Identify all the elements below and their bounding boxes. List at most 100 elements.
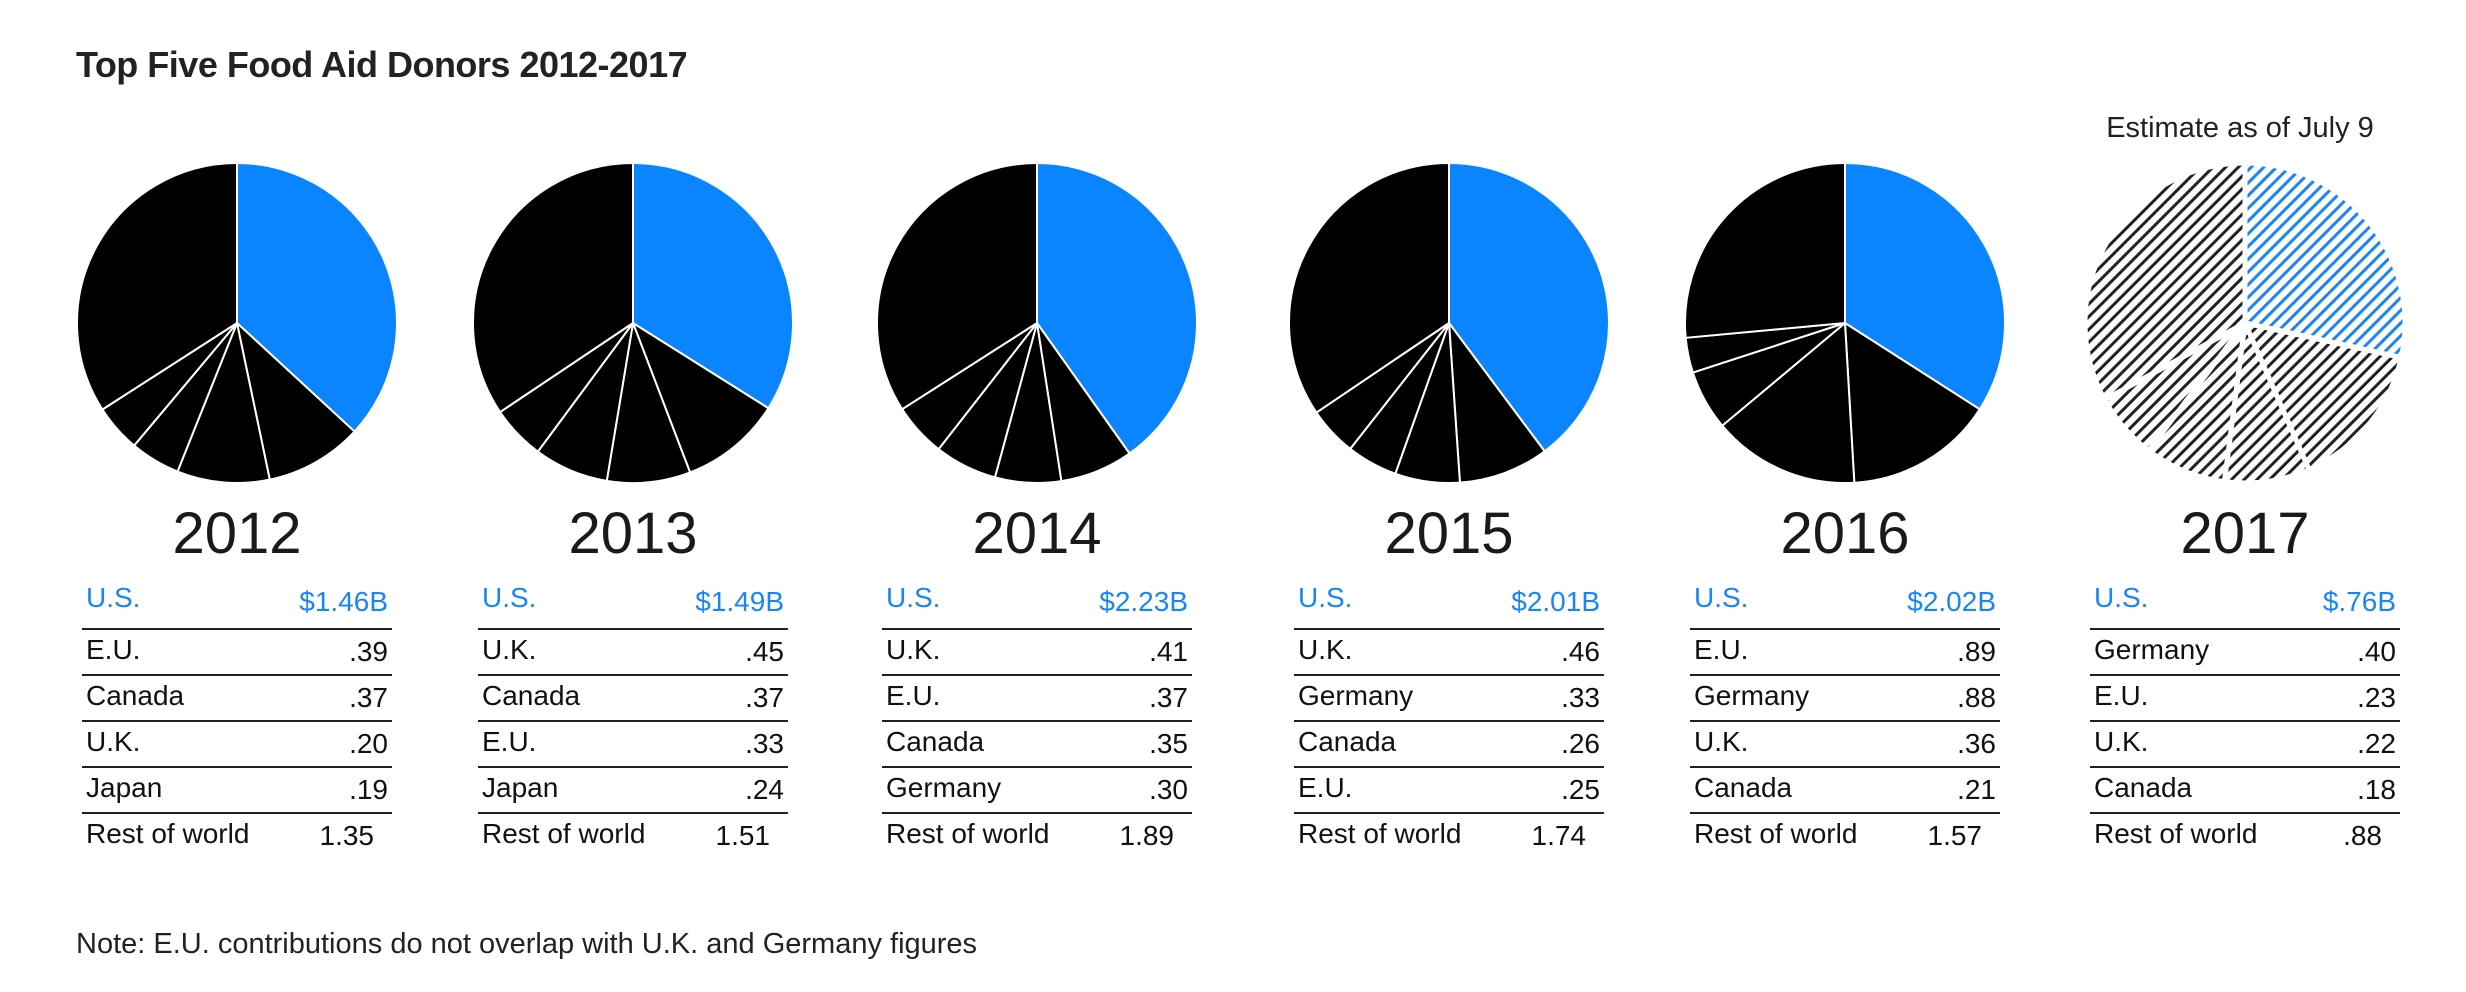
donor-label: U.K. (482, 634, 537, 665)
slice-us (1448, 162, 1610, 453)
donor-label: U.K. (1298, 634, 1353, 665)
table-row: Rest of world 1.51 (478, 812, 788, 858)
table-row: Canada .35 (882, 720, 1192, 766)
donor-label: U.S. (482, 582, 537, 613)
slice-3 (176, 322, 271, 484)
slice-3 (605, 322, 692, 484)
slice-rest-of-world (2082, 160, 2248, 403)
donor-label: E.U. (1694, 634, 1749, 665)
slice-us (236, 162, 398, 433)
chart-title: Top Five Food Aid Donors 2012-2017 (76, 44, 688, 85)
donor-label: E.U. (886, 680, 941, 711)
table-row: Rest of world 1.74 (1294, 812, 1604, 858)
table-row: U.K. .46 (1294, 628, 1604, 674)
donor-value: .88 (1957, 682, 1996, 713)
donor-value: .30 (1149, 774, 1188, 805)
year-label: 2014 (972, 501, 1102, 566)
table-row: U.S. $.76B (2090, 582, 2400, 628)
donor-value: .24 (745, 774, 784, 805)
donor-value: .25 (1561, 774, 1600, 805)
year-label: 2013 (568, 501, 698, 566)
donor-value: .37 (745, 682, 784, 713)
pie-chart (2082, 160, 2408, 486)
donor-value: .18 (2357, 774, 2396, 805)
panel-2016: 2016 U.S. $2.02B E.U. .89 Germany .88 U.K. .36 C… (1680, 150, 2010, 851)
slice-us (1036, 162, 1198, 455)
donor-table: U.S. $1.49B U.K. .45 Canada .37 E.U. .33 Japan .2… (478, 582, 788, 858)
table-row: E.U. .25 (1294, 766, 1604, 812)
pie-chart (1288, 162, 1610, 484)
donor-value: .20 (349, 728, 388, 759)
donor-value: 1.74 (1531, 820, 1587, 851)
table-row: Rest of world 1.35 (82, 812, 392, 858)
donor-value: .33 (745, 728, 784, 759)
donor-label: E.U. (2094, 680, 2149, 711)
donor-label: E.U. (86, 634, 141, 665)
table-row: Canada .37 (82, 674, 392, 720)
donor-label: Rest of world (886, 818, 1050, 849)
slice-rest-of-world (76, 162, 238, 411)
donor-table: U.S. $1.46B E.U. .39 Canada .37 U.K. .20 Japan .1… (82, 582, 392, 858)
slice-rest-of-world (876, 162, 1038, 411)
table-row: Canada .26 (1294, 720, 1604, 766)
table-row: U.K. .20 (82, 720, 392, 766)
slice-2 (1844, 322, 1981, 484)
donor-value: 1.89 (1119, 820, 1175, 851)
donor-value: .35 (1149, 728, 1188, 759)
table-row: Rest of world 1.57 (1690, 812, 2000, 858)
table-row: Rest of world .88 (2090, 812, 2400, 858)
pie-chart (876, 162, 1198, 484)
donor-table: U.S. $2.02B E.U. .89 Germany .88 U.K. .36 Canada… (1690, 582, 2000, 858)
table-row: E.U. .33 (478, 720, 788, 766)
table-row: Germany .88 (1690, 674, 2000, 720)
donor-value: .33 (1561, 682, 1600, 713)
table-row: Japan .19 (82, 766, 392, 812)
donor-value: .36 (1957, 728, 1996, 759)
slice-rest-of-world (1684, 162, 1846, 339)
slice-us (2242, 160, 2408, 361)
table-row: E.U. .37 (882, 674, 1192, 720)
donor-label: U.K. (886, 634, 941, 665)
table-row: Canada .21 (1690, 766, 2000, 812)
footnote: Note: E.U. contributions do not overlap … (76, 928, 978, 960)
donor-value: .41 (1149, 636, 1188, 667)
donor-value: $1.46B (299, 586, 388, 617)
donor-value: .22 (2357, 728, 2396, 759)
table-row: U.K. .36 (1690, 720, 2000, 766)
table-row: E.U. .23 (2090, 674, 2400, 720)
donor-label: Japan (482, 772, 559, 803)
donor-label: Rest of world (1694, 818, 1858, 849)
donor-value: $2.23B (1099, 586, 1188, 617)
slice-rest-of-world (1288, 162, 1450, 414)
year-label: 2016 (1780, 501, 1910, 566)
pie-chart (471, 162, 794, 484)
slice-3 (1721, 322, 1856, 485)
table-row: Germany .40 (2090, 628, 2400, 674)
donor-label: Canada (2094, 772, 2193, 803)
donor-label: Rest of world (86, 818, 250, 849)
slice-rest-of-world (471, 162, 634, 414)
estimate-label: Estimate as of July 9 (2106, 112, 2374, 144)
donor-value: .45 (745, 636, 784, 667)
slice-2 (236, 322, 356, 481)
table-row: Rest of world 1.89 (882, 812, 1192, 858)
donor-label: Rest of world (482, 818, 646, 849)
donor-label: Rest of world (1298, 818, 1462, 849)
table-row: U.K. .41 (882, 628, 1192, 674)
donor-value: .40 (2357, 636, 2396, 667)
table-row: U.S. $2.23B (882, 582, 1192, 628)
table-row: Canada .18 (2090, 766, 2400, 812)
slice-2 (632, 322, 770, 474)
donor-value: .37 (1149, 682, 1188, 713)
panel-2012: 2012 U.S. $1.46B E.U. .39 Canada .37 U.K. .20 Ja… (72, 150, 402, 851)
donor-value: $2.01B (1511, 586, 1600, 617)
table-row: U.K. .45 (478, 628, 788, 674)
panel-2013: 2013 U.S. $1.49B U.K. .45 Canada .37 E.U. .33 Ja… (468, 150, 798, 851)
donor-value: 1.35 (319, 820, 375, 851)
donor-table: U.S. $2.23B U.K. .41 E.U. .37 Canada .35 Germany… (882, 582, 1192, 858)
donor-label: E.U. (1298, 772, 1353, 803)
table-row: Germany .30 (882, 766, 1192, 812)
year-label: 2015 (1384, 501, 1514, 566)
donor-label: U.S. (86, 582, 141, 613)
donor-label: E.U. (482, 726, 537, 757)
